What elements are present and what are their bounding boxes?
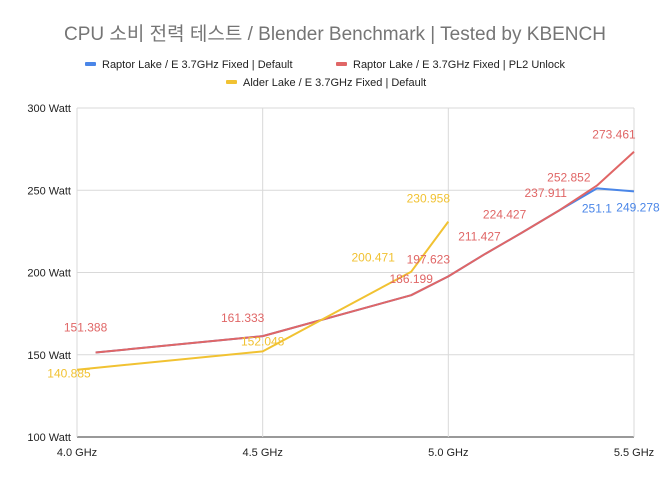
y-tick-label: 300 Watt: [27, 103, 71, 115]
data-label: 200.471: [352, 251, 396, 265]
legend-swatch: [336, 62, 347, 66]
legend-item: Raptor Lake / E 3.7GHz Fixed | PL2 Unloc…: [336, 59, 565, 71]
axes: 100 Watt 150 Watt 200 Watt 250 Watt 300 Watt…: [27, 103, 654, 459]
data-label: 230.958: [407, 192, 451, 206]
y-tick-label: 250 Watt: [27, 185, 71, 197]
data-label: 251.1: [582, 201, 612, 215]
legend-label: Raptor Lake / E 3.7GHz Fixed | Default: [102, 59, 293, 71]
x-tick-label: 5.0 GHz: [428, 447, 468, 459]
legend-label: Raptor Lake / E 3.7GHz Fixed | PL2 Unloc…: [353, 59, 565, 71]
chart-title: CPU 소비 전력 테스트 / Blender Benchmark | Test…: [64, 23, 606, 45]
data-label: 211.427: [458, 230, 501, 244]
legend-item: Raptor Lake / E 3.7GHz Fixed | Default: [85, 59, 293, 71]
data-label: 186.199: [390, 272, 434, 286]
y-tick-label: 100 Watt: [27, 432, 71, 444]
data-labels: 251.1 249.278 151.388 161.333 186.199 197.623…: [47, 128, 660, 381]
data-label: 152.048: [241, 334, 285, 348]
data-label: 249.278: [616, 200, 660, 214]
gridlines: [76, 107, 635, 438]
x-tick-label: 5.5 GHz: [614, 447, 654, 459]
legend-label: Alder Lake / E 3.7GHz Fixed | Default: [243, 77, 426, 89]
y-tick-label: 150 Watt: [27, 350, 71, 362]
data-label: 197.623: [407, 252, 451, 266]
x-tick-label: 4.0 GHz: [57, 447, 97, 459]
legend-swatch: [85, 62, 96, 66]
data-label: 237.911: [524, 186, 567, 200]
data-label: 161.333: [221, 311, 265, 325]
x-tick-label: 4.5 GHz: [242, 447, 282, 459]
series-line-1: [95, 150, 635, 354]
series-line-2: [76, 221, 450, 371]
data-label: 252.852: [547, 171, 591, 185]
data-label: 273.461: [592, 128, 636, 142]
data-label: 140.885: [47, 367, 91, 381]
data-label: 224.427: [483, 207, 527, 221]
series-lines: [76, 150, 635, 371]
legend-swatch: [226, 80, 237, 84]
legend: Raptor Lake / E 3.7GHz Fixed | Default Ra…: [85, 59, 565, 89]
legend-item: Alder Lake / E 3.7GHz Fixed | Default: [226, 77, 426, 89]
data-label: 151.388: [64, 320, 108, 334]
y-tick-label: 200 Watt: [27, 268, 71, 280]
